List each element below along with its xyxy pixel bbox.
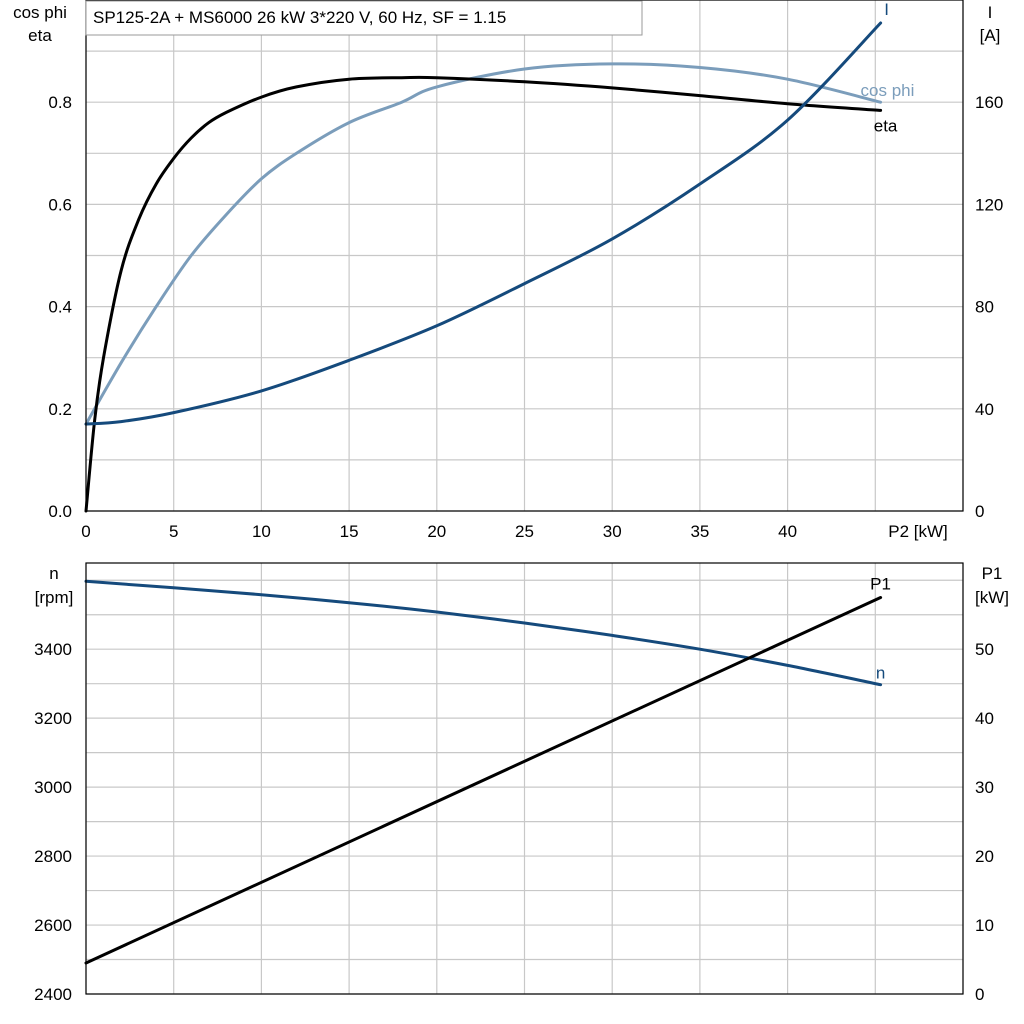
top-left-tick-label: 0.6	[48, 195, 72, 214]
x-tick-label: 5	[169, 522, 178, 541]
bottom-right-tick-label: 50	[975, 640, 994, 659]
top-curves	[84, 21, 883, 513]
top-left-tick-label: 0.0	[48, 502, 72, 521]
bottom-curve-labels: n P1	[870, 574, 891, 682]
x-tick-label: 40	[778, 522, 797, 541]
bottom-left-tick-labels: 2400 2600 2800 3000 3200 3400	[34, 640, 72, 1004]
bottom-right-tick-label: 20	[975, 847, 994, 866]
bottom-right-tick-label: 40	[975, 709, 994, 728]
p1-label: P1	[870, 574, 891, 593]
i-curve	[84, 21, 883, 426]
top-right-tick-labels: 0 40 80 120 160	[975, 93, 1003, 521]
top-right-tick-label: 160	[975, 93, 1003, 112]
x-axis-title: P2 [kW]	[888, 522, 948, 541]
top-plot-frame	[85, 0, 964, 512]
top-right-tick-label: 0	[975, 502, 984, 521]
bottom-left-tick-label: 2600	[34, 916, 72, 935]
top-left-tick-label: 0.4	[48, 298, 72, 317]
bottom-right-tick-labels: 0 10 20 30 40 50	[975, 640, 994, 1004]
cos-phi-label: cos phi	[861, 81, 915, 100]
top-left-axis-title-line1: cos phi	[13, 3, 67, 22]
bottom-left-tick-label: 2400	[34, 985, 72, 1004]
bottom-left-tick-label: 3200	[34, 709, 72, 728]
p1-curve	[84, 596, 883, 965]
x-tick-label: 10	[252, 522, 271, 541]
bottom-plot-frame	[85, 562, 964, 995]
top-left-tick-labels: 0.0 0.2 0.4 0.6 0.8	[48, 93, 72, 521]
i-label: I	[884, 0, 889, 19]
bottom-right-tick-label: 0	[975, 985, 984, 1004]
bottom-right-axis-title-line1: P1	[982, 564, 1003, 583]
x-tick-label: 0	[81, 522, 90, 541]
top-left-axis-title-line2: eta	[28, 26, 52, 45]
bottom-left-tick-label: 3000	[34, 778, 72, 797]
top-left-tick-label: 0.8	[48, 93, 72, 112]
bottom-left-axis-title-line1: n	[49, 564, 58, 583]
top-right-axis-title-line2: [A]	[980, 26, 1001, 45]
top-x-tick-labels: 0 5 10 15 20 25 30 35 40	[81, 522, 797, 541]
eta-label: eta	[874, 116, 898, 135]
top-right-tick-label: 40	[975, 400, 994, 419]
chart-title-box	[85, 0, 643, 36]
bottom-left-tick-label: 3400	[34, 640, 72, 659]
x-tick-label: 35	[690, 522, 709, 541]
n-label: n	[876, 664, 885, 683]
top-plot-panel: 0 5 10 15 20 25 30 35 40 0.0 0.2 0.4 0.6 0.8 0 40 80 12…	[13, 0, 1003, 541]
bottom-plot-panel: 2400 2600 2800 3000 3200 3400 0 10 20 30 40 50 n P1…	[34, 562, 1009, 1004]
x-tick-label: 20	[427, 522, 446, 541]
chart-title: SP125-2A + MS6000 26 kW 3*220 V, 60 Hz, …	[93, 8, 506, 27]
x-tick-label: 30	[603, 522, 622, 541]
top-left-tick-label: 0.2	[48, 400, 72, 419]
bottom-right-axis-title-line2: [kW]	[975, 588, 1009, 607]
top-right-tick-label: 80	[975, 298, 994, 317]
eta-curve	[84, 75, 883, 513]
cos-phi-curve	[84, 62, 883, 426]
n-curve	[84, 579, 883, 687]
x-tick-label: 25	[515, 522, 534, 541]
top-right-axis-title-line1: I	[988, 3, 993, 22]
top-right-tick-label: 120	[975, 195, 1003, 214]
bottom-left-tick-label: 2800	[34, 847, 72, 866]
bottom-left-axis-title-line2: [rpm]	[35, 588, 74, 607]
top-curve-labels: eta cos phi I	[861, 0, 915, 135]
bottom-curves	[84, 579, 883, 965]
bottom-right-tick-label: 10	[975, 916, 994, 935]
bottom-right-tick-label: 30	[975, 778, 994, 797]
x-tick-label: 15	[340, 522, 359, 541]
